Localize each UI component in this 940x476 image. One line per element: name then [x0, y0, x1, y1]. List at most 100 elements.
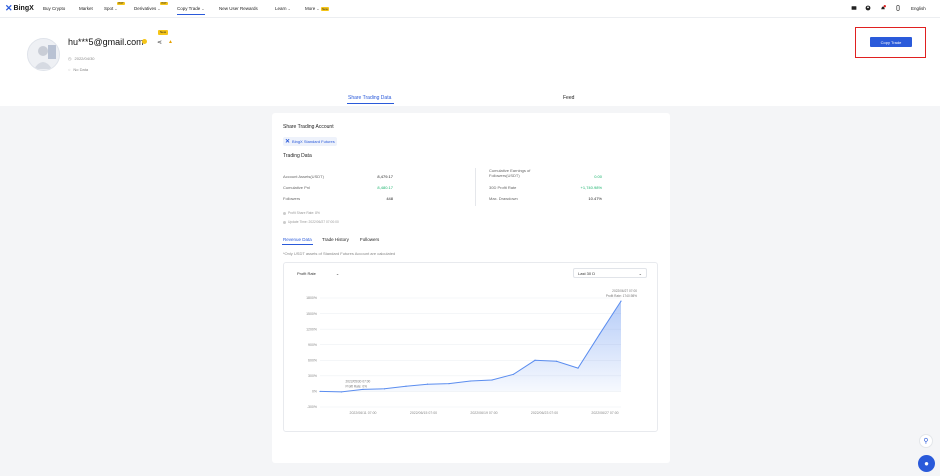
- stat-label: 30D Profit Rate: [489, 185, 517, 190]
- stat-value: 8,480.17: [377, 185, 393, 190]
- avatar: [27, 38, 60, 71]
- stat-label: Account Assets(USDT): [283, 174, 324, 179]
- x-tick-label: 2022/06/19 07:00: [470, 411, 497, 415]
- language-selector[interactable]: English: [911, 6, 926, 11]
- profit-share-note: Profit Share Rate: 8%: [283, 211, 320, 215]
- data-point: [620, 300, 622, 302]
- chevron-down-icon: ⌄: [201, 6, 205, 11]
- verified-icon: [142, 39, 147, 44]
- subtab-trade-history[interactable]: Trade History: [322, 237, 349, 242]
- y-tick-label: 1200%: [306, 327, 317, 331]
- data-point: [448, 383, 450, 385]
- bingx-logo-icon: ✕: [5, 3, 13, 13]
- nav-market[interactable]: Market: [79, 6, 93, 11]
- y-tick-label: 300%: [308, 374, 317, 378]
- stat-label: Max. Drawdown: [489, 196, 518, 201]
- support-agent-button[interactable]: ⚲: [919, 434, 933, 448]
- subtab-revenue-data[interactable]: Revenue Data: [283, 237, 312, 242]
- highlight-annotation-box: [855, 27, 926, 58]
- nav-learn-label: Learn: [275, 6, 287, 11]
- range-select-value: Last 30 D: [578, 270, 596, 276]
- data-point: [598, 333, 601, 335]
- nav-learn[interactable]: Learn⌄: [275, 6, 291, 11]
- data-point: [491, 379, 493, 381]
- new-badge: New: [320, 6, 330, 11]
- nav-derivatives[interactable]: Derivatives⌄ HOT: [134, 2, 168, 11]
- nav-more[interactable]: More⌄ New: [305, 6, 330, 11]
- chevron-down-icon: ⌄: [114, 6, 118, 11]
- y-tick-label: 0%: [312, 390, 317, 394]
- range-select[interactable]: Last 30 D ⌄: [573, 268, 647, 278]
- calendar-icon: ◷: [68, 56, 72, 61]
- stat-value: +1,740.98%: [580, 185, 602, 190]
- copy-trade-button[interactable]: Copy Trade: [870, 37, 912, 47]
- join-date-row: ◷ 2022/04/30: [68, 56, 95, 61]
- y-tick-label: 1500%: [306, 312, 317, 316]
- tab-share-trading-data[interactable]: Share Trading Data: [348, 95, 392, 101]
- data-point: [362, 388, 364, 390]
- wallet-icon[interactable]: [851, 5, 857, 11]
- account-type-label: BingX Standard Futures: [292, 139, 335, 144]
- bell-icon[interactable]: [880, 5, 886, 11]
- chart-annotation: 2022/05/30 07:00: [346, 379, 371, 383]
- stat-value: 0.00: [594, 174, 602, 179]
- new-tag: New: [158, 30, 169, 35]
- subtab-followers[interactable]: Followers: [360, 237, 380, 242]
- warning-icon[interactable]: ▲: [168, 39, 173, 45]
- chart-annotation: 2022/06/27 07:00: [612, 289, 637, 293]
- metric-select-value: Profit Rate: [297, 270, 316, 276]
- bingx-icon: ✕: [285, 139, 291, 145]
- data-point: [555, 360, 558, 362]
- user-icon[interactable]: [865, 5, 871, 11]
- data-point: [577, 367, 579, 369]
- nav-derivatives-label: Derivatives: [134, 6, 157, 11]
- chevron-down-icon: ⌄: [287, 6, 291, 11]
- update-time-text: Update Time: 2022/06/27 07:00:00: [288, 220, 339, 224]
- data-point: [426, 383, 429, 385]
- hot-badge: HOT: [160, 2, 168, 5]
- bio-row: ◌ No Data: [68, 67, 88, 72]
- stat-label: Followers: [283, 196, 301, 201]
- avatar-image: [28, 39, 59, 70]
- nav-copy-trade[interactable]: Copy Trade⌄: [177, 6, 205, 15]
- data-point: [383, 388, 386, 390]
- x-tick-label: 2022/06/23 07:00: [531, 411, 558, 415]
- y-tick-label: 900%: [308, 343, 317, 347]
- nav-buy-crypto[interactable]: Buy Crypto: [43, 6, 66, 11]
- chart-annotation: Profit Rate: 0%: [346, 384, 368, 388]
- download-icon[interactable]: [895, 5, 901, 11]
- share-icon[interactable]: ⋖: [157, 40, 163, 46]
- stat-value: 448: [386, 196, 393, 201]
- chart-annotation: Profit Rate: 1740.98%: [606, 294, 637, 298]
- data-point: [319, 390, 321, 393]
- tab-feed[interactable]: Feed: [563, 95, 575, 101]
- profit-rate-chart: 1800% 1500% 1200% 900% 600% 300% 0% -300% 2022/0…: [306, 289, 637, 415]
- profit-rate-area: [320, 301, 621, 392]
- bingx-logo[interactable]: ✕ BingX: [5, 4, 34, 13]
- chat-button[interactable]: ●: [918, 455, 935, 472]
- dot-icon: [283, 220, 286, 224]
- stat-value: 8,479.17: [377, 174, 393, 179]
- user-email: hu***5@gmail.com: [68, 37, 144, 47]
- x-tick-label: 2022/06/27 07:00: [591, 411, 618, 415]
- info-icon: ◌: [68, 67, 71, 72]
- nav-new-user-rewards[interactable]: New User Rewards: [219, 6, 258, 11]
- metric-select[interactable]: Profit Rate ⌄: [297, 268, 339, 278]
- chat-icon: ●: [924, 459, 929, 468]
- hot-badge: HOT: [117, 2, 125, 5]
- stats-divider: [475, 168, 476, 206]
- profile-header: hu***5@gmail.com New ⋖ ▲ ◷ 2022/04/30 ◌ …: [0, 18, 940, 106]
- join-date: 2022/04/30: [74, 56, 95, 61]
- data-point: [534, 359, 536, 361]
- chevron-down-icon: ⌄: [157, 6, 161, 11]
- x-tick-label: 2022/06/11 07:00: [350, 411, 377, 415]
- logo-text: BingX: [13, 5, 34, 12]
- data-point: [340, 391, 343, 393]
- nav-spot[interactable]: Spot⌄ HOT: [104, 2, 125, 11]
- account-type-pill[interactable]: ✕ BingX Standard Futures: [283, 137, 337, 146]
- calculation-note: *Only USDT assets of Standard Futures Ac…: [283, 251, 396, 256]
- profit-share-text: Profit Share Rate: 8%: [288, 211, 320, 215]
- top-nav: ✕ BingX Buy Crypto Market Spot⌄ HOT Deri…: [0, 0, 940, 18]
- data-point: [512, 373, 515, 375]
- nav-copy-trade-label: Copy Trade: [177, 6, 201, 11]
